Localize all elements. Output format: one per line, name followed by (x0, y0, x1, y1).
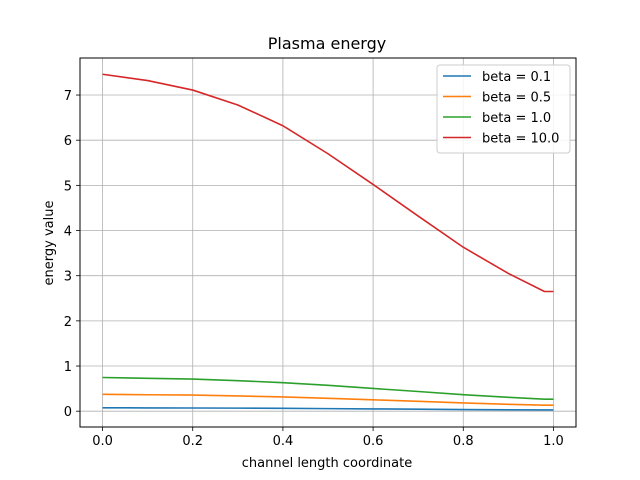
legend-label: beta = 0.5 (482, 91, 551, 106)
y-tick-label: 5 (64, 179, 72, 194)
y-tick-label: 6 (64, 134, 72, 149)
legend-label: beta = 1.0 (482, 111, 551, 126)
legend: beta = 0.1 beta = 0.5 beta = 1.0 beta = 10.… (436, 64, 571, 154)
y-tick-label: 3 (64, 270, 72, 285)
series-lines (102, 73, 554, 411)
x-tick-label: 0.2 (182, 434, 203, 449)
x-tick-label: 0.6 (363, 434, 384, 449)
y-tick-label: 4 (64, 225, 72, 240)
series-line-3 (102, 376, 554, 400)
plot-frame (79, 57, 577, 428)
legend-box (436, 64, 571, 154)
legend-label: beta = 0.1 (482, 70, 551, 85)
y-tick-label: 7 (64, 89, 72, 104)
series-line-1 (102, 406, 554, 411)
x-tick-label: 0.4 (273, 434, 294, 449)
x-tick-label: 0.8 (453, 434, 474, 449)
y-tick-label: 0 (64, 405, 72, 420)
x-tick-label: 1.0 (543, 434, 564, 449)
axis-ticks: 0.0 0.2 0.4 0.6 0.8 1.0 0 1 2 3 4 5 6 7 (64, 89, 564, 449)
x-axis-label: channel length coordinate (242, 456, 412, 471)
chart-title: Plasma energy (268, 34, 386, 53)
legend-label: beta = 10.0 (482, 132, 559, 147)
series-line-4 (102, 73, 554, 293)
y-tick-label: 2 (64, 315, 72, 330)
y-axis-label: energy value (42, 201, 57, 286)
series-line-2 (102, 393, 554, 406)
x-tick-label: 0.0 (92, 434, 113, 449)
y-tick-label: 1 (64, 360, 72, 375)
